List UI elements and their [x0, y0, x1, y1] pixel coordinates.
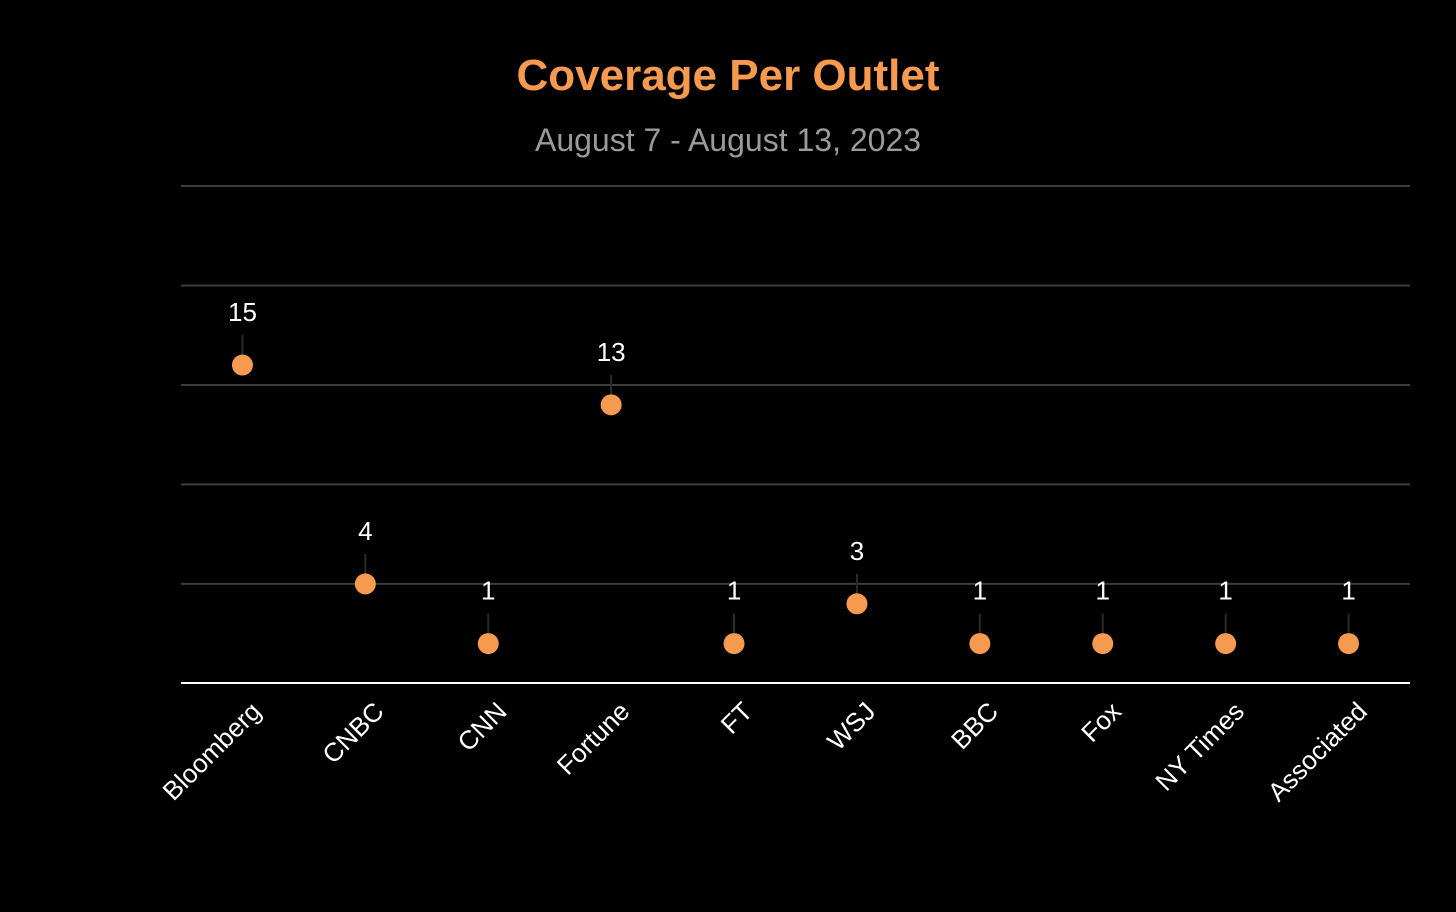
- x-tick-label: Bloomberg: [157, 696, 267, 806]
- x-tick-label: WSJ: [821, 696, 881, 756]
- data-points: [231, 354, 1360, 655]
- data-point: [1215, 633, 1237, 655]
- data-point: [846, 593, 868, 615]
- data-point: [354, 573, 376, 595]
- data-label: 1: [1218, 576, 1232, 606]
- data-point: [1338, 633, 1360, 655]
- x-tick-label: Fox: [1075, 696, 1127, 748]
- data-label: 15: [228, 297, 257, 327]
- data-label: 1: [727, 576, 741, 606]
- x-tick-label: Associated: [1262, 696, 1373, 807]
- data-label: 4: [358, 516, 372, 546]
- x-tick-label: Fortune: [551, 696, 636, 781]
- chart-subtitle: August 7 - August 13, 2023: [535, 122, 921, 158]
- x-tick-label: CNBC: [316, 696, 389, 769]
- x-tick-label: BBC: [945, 696, 1004, 755]
- leader-lines: [241, 335, 1350, 636]
- x-tick-label: NY Times: [1149, 696, 1250, 797]
- data-label: 1: [1096, 576, 1110, 606]
- data-point: [1092, 633, 1114, 655]
- x-tick-label: FT: [715, 696, 759, 740]
- data-label: 1: [1341, 576, 1355, 606]
- data-point: [477, 633, 499, 655]
- data-point: [723, 633, 745, 655]
- x-tick-labels: Bloomberg CNBC CNN Fortune FT WSJ BBC Fox NY Tim…: [157, 696, 1373, 807]
- data-point: [969, 633, 991, 655]
- data-label: 1: [973, 576, 987, 606]
- data-label: 13: [597, 337, 626, 367]
- data-label: 1: [481, 576, 495, 606]
- data-label: 3: [850, 536, 864, 566]
- x-tick-label: CNN: [451, 696, 512, 757]
- gridlines: [181, 184, 1410, 684]
- data-point: [231, 354, 253, 376]
- data-point: [600, 394, 622, 416]
- chart-title: Coverage Per Outlet: [516, 51, 939, 100]
